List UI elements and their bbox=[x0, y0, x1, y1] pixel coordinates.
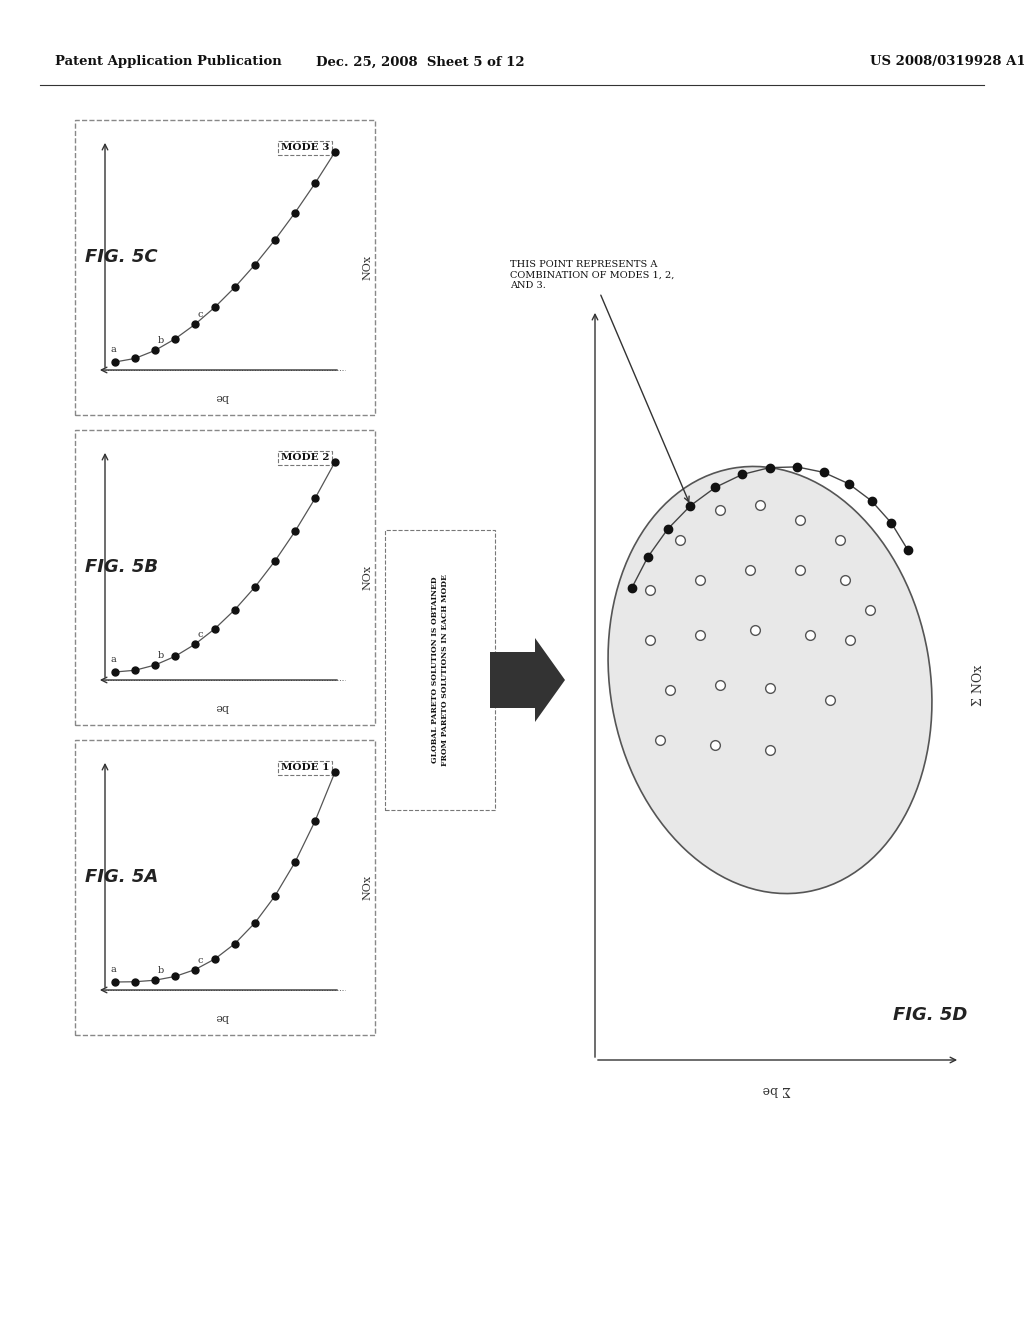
Text: THIS POINT REPRESENTS A
COMBINATION OF MODES 1, 2,
AND 3.: THIS POINT REPRESENTS A COMBINATION OF M… bbox=[510, 260, 689, 502]
Text: c: c bbox=[198, 630, 204, 639]
Text: MODE 3: MODE 3 bbox=[281, 144, 329, 153]
Text: FIG. 5D: FIG. 5D bbox=[893, 1006, 968, 1024]
Text: NOx: NOx bbox=[362, 565, 372, 590]
Text: FIG. 5C: FIG. 5C bbox=[85, 248, 158, 267]
Text: a: a bbox=[111, 345, 116, 354]
Bar bbox=[75, 741, 375, 1035]
Bar bbox=[75, 430, 375, 725]
Text: Σ NOx: Σ NOx bbox=[972, 664, 984, 706]
Polygon shape bbox=[535, 638, 565, 722]
Text: a: a bbox=[111, 655, 116, 664]
Bar bbox=[75, 120, 375, 414]
Bar bbox=[490, 652, 535, 708]
Text: b: b bbox=[158, 966, 164, 975]
Text: MODE 1: MODE 1 bbox=[281, 763, 330, 772]
Text: FIG. 5B: FIG. 5B bbox=[85, 558, 158, 576]
Text: NOx: NOx bbox=[362, 255, 372, 280]
Text: GLOBAL PARETO SOLUTION IS OBTAINED
FROM PARETO SOLUTIONS IN EACH MODE: GLOBAL PARETO SOLUTION IS OBTAINED FROM … bbox=[431, 574, 449, 766]
Text: b: b bbox=[158, 337, 164, 346]
Bar bbox=[385, 531, 495, 810]
Text: MODE 2: MODE 2 bbox=[281, 454, 330, 462]
Text: Patent Application Publication: Patent Application Publication bbox=[55, 55, 282, 69]
Text: be: be bbox=[215, 702, 228, 711]
Text: be: be bbox=[215, 392, 228, 403]
Text: b: b bbox=[158, 651, 164, 660]
Text: US 2008/0319928 A1: US 2008/0319928 A1 bbox=[870, 55, 1024, 69]
Text: a: a bbox=[111, 965, 116, 974]
Text: be: be bbox=[215, 1012, 228, 1022]
Text: NOx: NOx bbox=[362, 874, 372, 899]
Text: c: c bbox=[198, 310, 204, 319]
Text: Σ be: Σ be bbox=[763, 1084, 792, 1097]
Text: Dec. 25, 2008  Sheet 5 of 12: Dec. 25, 2008 Sheet 5 of 12 bbox=[315, 55, 524, 69]
Ellipse shape bbox=[608, 466, 932, 894]
Text: FIG. 5A: FIG. 5A bbox=[85, 869, 159, 886]
Text: c: c bbox=[198, 956, 204, 965]
